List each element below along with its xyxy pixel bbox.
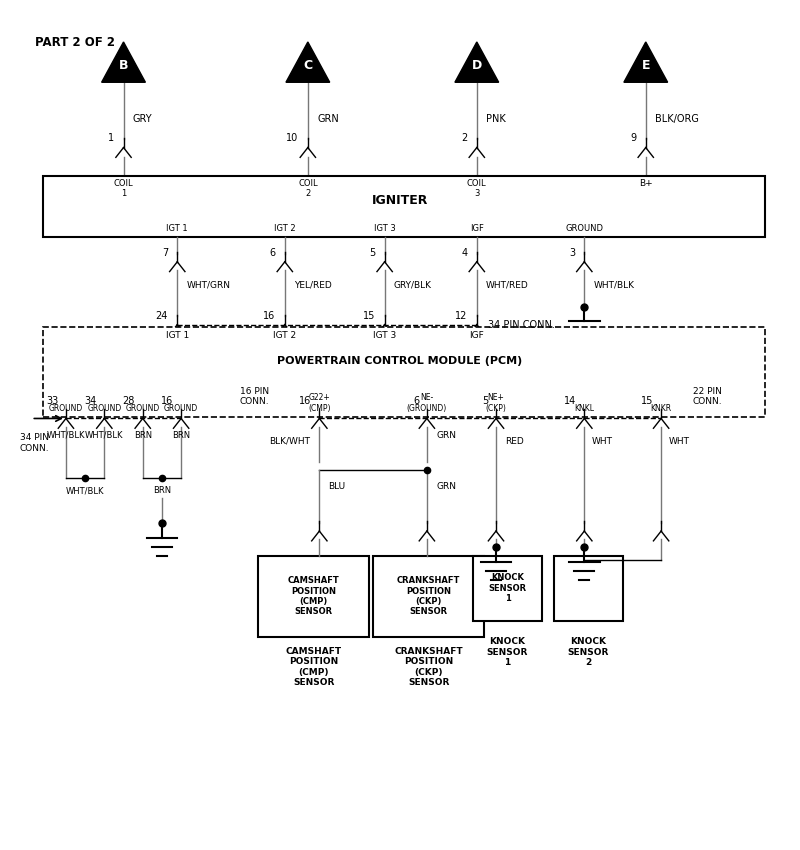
Text: 28: 28 xyxy=(122,396,135,406)
Text: IGT 3: IGT 3 xyxy=(373,332,396,340)
Text: WHT/BLK: WHT/BLK xyxy=(594,280,634,289)
Text: IGT 3: IGT 3 xyxy=(374,224,395,233)
Bar xyxy=(473,556,542,620)
Text: CAMSHAFT
POSITION
(CMP)
SENSOR: CAMSHAFT POSITION (CMP) SENSOR xyxy=(288,576,339,616)
Bar xyxy=(258,556,370,638)
Text: 12: 12 xyxy=(455,310,467,320)
Text: COIL
3: COIL 3 xyxy=(467,178,486,198)
Text: WHT/BLK: WHT/BLK xyxy=(66,486,104,496)
Text: GROUND: GROUND xyxy=(49,404,83,413)
Text: KNOCK
SENSOR
1: KNOCK SENSOR 1 xyxy=(489,573,526,604)
Text: 22 PIN
CONN.: 22 PIN CONN. xyxy=(692,387,722,406)
Text: WHT/RED: WHT/RED xyxy=(486,280,529,289)
Text: BLU: BLU xyxy=(329,482,346,490)
Text: 16: 16 xyxy=(299,396,312,406)
Text: 15: 15 xyxy=(363,310,375,320)
Text: PNK: PNK xyxy=(486,114,506,124)
Text: GROUND: GROUND xyxy=(126,404,160,413)
Polygon shape xyxy=(102,42,146,82)
Text: IGT 2: IGT 2 xyxy=(274,224,296,233)
Text: KNOCK
SENSOR
1: KNOCK SENSOR 1 xyxy=(487,638,528,667)
Text: KNKR: KNKR xyxy=(650,404,672,413)
Text: KNKL: KNKL xyxy=(574,404,594,413)
Text: WHT: WHT xyxy=(669,437,690,445)
Text: CAMSHAFT
POSITION
(CMP)
SENSOR: CAMSHAFT POSITION (CMP) SENSOR xyxy=(286,647,342,687)
Text: 7: 7 xyxy=(162,247,168,258)
Text: IGT 1: IGT 1 xyxy=(166,224,188,233)
Text: 33: 33 xyxy=(46,396,58,406)
Text: E: E xyxy=(642,59,650,71)
Text: GRY: GRY xyxy=(133,114,152,124)
Text: D: D xyxy=(472,59,482,71)
Text: NE+
(CKP): NE+ (CKP) xyxy=(486,394,506,413)
Text: 3: 3 xyxy=(569,247,575,258)
Text: IGT 1: IGT 1 xyxy=(166,332,189,340)
Text: GROUND: GROUND xyxy=(164,404,198,413)
Text: NE-
(GROUND): NE- (GROUND) xyxy=(406,394,447,413)
Text: RED: RED xyxy=(506,437,524,445)
Text: 34 PIN CONN.: 34 PIN CONN. xyxy=(488,320,555,331)
Bar xyxy=(43,176,765,237)
Polygon shape xyxy=(624,42,668,82)
Text: POWERTRAIN CONTROL MODULE (PCM): POWERTRAIN CONTROL MODULE (PCM) xyxy=(278,356,522,366)
Text: 4: 4 xyxy=(462,247,467,258)
Text: IGT 2: IGT 2 xyxy=(274,332,296,340)
Text: 16: 16 xyxy=(161,396,174,406)
Text: C: C xyxy=(303,59,313,71)
Text: GRN: GRN xyxy=(436,482,456,490)
Text: GROUND: GROUND xyxy=(87,404,122,413)
Text: 5: 5 xyxy=(369,247,375,258)
Text: B: B xyxy=(118,59,128,71)
Text: 10: 10 xyxy=(286,133,298,144)
Text: 16: 16 xyxy=(263,310,275,320)
Bar xyxy=(43,327,765,416)
Text: GRY/BLK: GRY/BLK xyxy=(394,280,432,289)
Text: WHT: WHT xyxy=(592,437,613,445)
Text: 2: 2 xyxy=(462,133,467,144)
Text: 15: 15 xyxy=(641,396,654,406)
Text: B+: B+ xyxy=(639,178,653,188)
Text: 24: 24 xyxy=(156,310,168,320)
Text: troubleshootmyvehicle.com: troubleshootmyvehicle.com xyxy=(226,354,574,374)
Polygon shape xyxy=(455,42,498,82)
Text: GRN: GRN xyxy=(436,431,456,440)
Text: YEL/RED: YEL/RED xyxy=(294,280,332,289)
Bar xyxy=(554,556,622,620)
Text: COIL
1: COIL 1 xyxy=(114,178,134,198)
Text: 1: 1 xyxy=(108,133,114,144)
Text: BRN: BRN xyxy=(134,431,152,439)
Text: 9: 9 xyxy=(630,133,637,144)
Text: 34 PIN
CONN.: 34 PIN CONN. xyxy=(20,434,50,453)
Text: 16 PIN
CONN.: 16 PIN CONN. xyxy=(239,387,269,406)
Text: 6: 6 xyxy=(413,396,419,406)
Text: BRN: BRN xyxy=(172,431,190,439)
Text: G22+
(CMP): G22+ (CMP) xyxy=(308,394,330,413)
Text: PART 2 OF 2: PART 2 OF 2 xyxy=(35,36,115,48)
Text: BLK/WHT: BLK/WHT xyxy=(269,437,310,445)
Text: IGNITER: IGNITER xyxy=(372,194,428,207)
Text: GRN: GRN xyxy=(317,114,339,124)
Text: COIL
2: COIL 2 xyxy=(298,178,318,198)
Text: CRANKSHAFT
POSITION
(CKP)
SENSOR: CRANKSHAFT POSITION (CKP) SENSOR xyxy=(397,576,461,616)
Text: KNOCK
SENSOR
2: KNOCK SENSOR 2 xyxy=(567,638,609,667)
Text: IGF: IGF xyxy=(470,332,484,340)
Text: WHT/BLK: WHT/BLK xyxy=(85,431,123,439)
Text: CRANKSHAFT
POSITION
(CKP)
SENSOR: CRANKSHAFT POSITION (CKP) SENSOR xyxy=(394,647,463,687)
Text: 34: 34 xyxy=(84,396,97,406)
Text: IGF: IGF xyxy=(470,224,484,233)
Text: GROUND: GROUND xyxy=(566,224,603,233)
Text: 14: 14 xyxy=(564,396,577,406)
Text: 5: 5 xyxy=(482,396,488,406)
Text: BLK/ORG: BLK/ORG xyxy=(655,114,699,124)
Polygon shape xyxy=(286,42,330,82)
Text: 6: 6 xyxy=(270,247,275,258)
Text: WHT/BLK: WHT/BLK xyxy=(46,431,85,439)
Text: BRN: BRN xyxy=(153,486,171,496)
Text: WHT/GRN: WHT/GRN xyxy=(186,280,230,289)
Bar xyxy=(373,556,485,638)
